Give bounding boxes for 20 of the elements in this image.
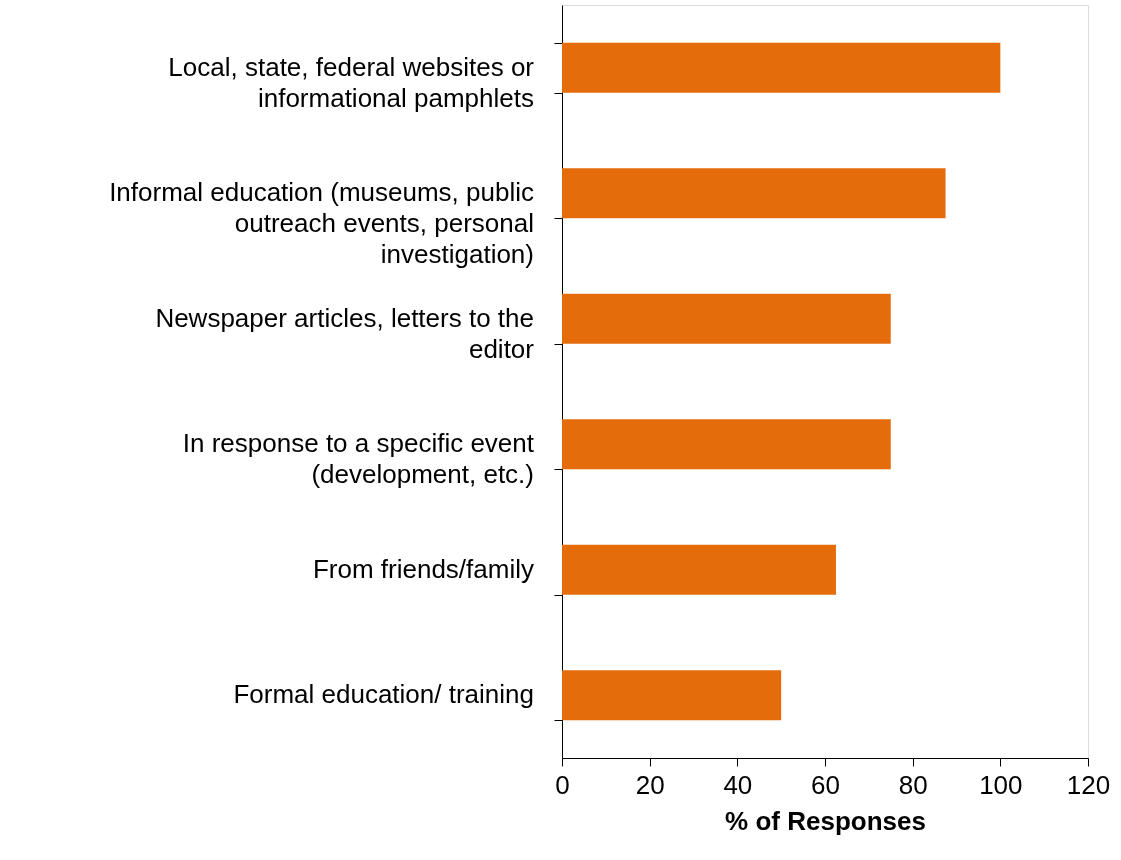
x-tick-label: 40 [723, 769, 753, 800]
y-tick-label: Informal education (museums, public outreach events, personal investigation) [109, 177, 534, 270]
bar [562, 670, 782, 721]
bar [562, 42, 1001, 93]
x-tick-label: 100 [979, 769, 1023, 800]
bar [562, 419, 891, 470]
y-tick-label: Local, state, federal websites or informational pamphlets [168, 51, 535, 113]
y-tick-label: Formal education/ training [233, 679, 534, 710]
y-tick-label: In response to a specific event (development, etc.) [182, 428, 535, 490]
bar [562, 293, 891, 344]
x-tick-label: 80 [898, 769, 928, 800]
x-tick-label: 0 [555, 769, 570, 800]
y-tick-label: From friends/family [312, 553, 534, 584]
bar [562, 168, 946, 219]
y-tick-label: Newspaper articles, letters to the editor [155, 302, 535, 364]
x-tick-label: 60 [811, 769, 840, 800]
x-axis-title: % of Responses [725, 805, 926, 836]
x-tick-label: 120 [1066, 769, 1111, 800]
bar [562, 544, 836, 595]
x-tick-label: 20 [635, 769, 665, 800]
